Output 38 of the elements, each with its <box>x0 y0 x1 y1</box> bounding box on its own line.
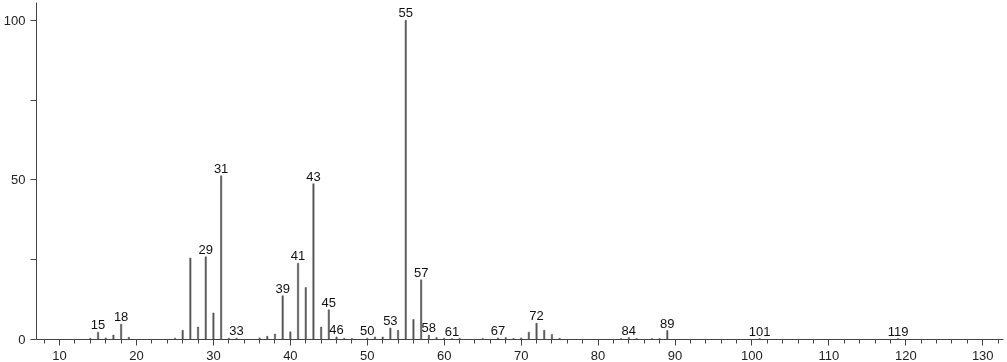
x-tick-label: 130 <box>971 347 994 362</box>
annotation: 119 <box>887 323 909 339</box>
annotation: 67 <box>490 322 506 338</box>
annotation: 50 <box>360 323 375 339</box>
x-tick-label: 80 <box>590 347 606 362</box>
annotation: 89 <box>660 315 675 331</box>
annotation: 15 <box>90 317 106 333</box>
x-tick-label: 50 <box>360 347 375 362</box>
x-tick-label: 70 <box>513 347 529 362</box>
annotation: 46 <box>329 321 344 337</box>
annotation: 84 <box>621 322 637 338</box>
annotation: 45 <box>321 294 337 310</box>
x-tick-label: 10 <box>52 347 67 362</box>
x-tick-label: 30 <box>206 347 221 362</box>
x-tick-label: 40 <box>283 347 298 362</box>
annotation: 43 <box>306 168 321 184</box>
annotation: 61 <box>444 323 460 339</box>
annotation: 58 <box>421 320 437 336</box>
y-tick-label: 100 <box>3 12 26 28</box>
annotation: 57 <box>413 264 429 280</box>
annotation: 41 <box>290 248 306 264</box>
annotation: 53 <box>383 313 398 329</box>
x-tick-label: 20 <box>129 347 144 362</box>
annotation: 55 <box>398 5 413 21</box>
annotation: 18 <box>113 309 129 325</box>
x-tick-label: 60 <box>436 347 452 362</box>
y-tick-label: 0 <box>18 332 26 347</box>
x-tick-label: 120 <box>894 347 917 362</box>
x-tick-label: 110 <box>818 347 840 362</box>
annotation: 72 <box>529 308 544 324</box>
x-tick-label: 90 <box>667 347 683 362</box>
annotation: 33 <box>229 323 244 339</box>
x-tick-label: 100 <box>741 347 763 362</box>
annotation: 29 <box>198 241 213 257</box>
annotation: 39 <box>275 280 290 296</box>
y-tick-label: 50 <box>11 172 26 188</box>
annotation: 101 <box>748 323 771 339</box>
annotation: 31 <box>213 160 229 176</box>
